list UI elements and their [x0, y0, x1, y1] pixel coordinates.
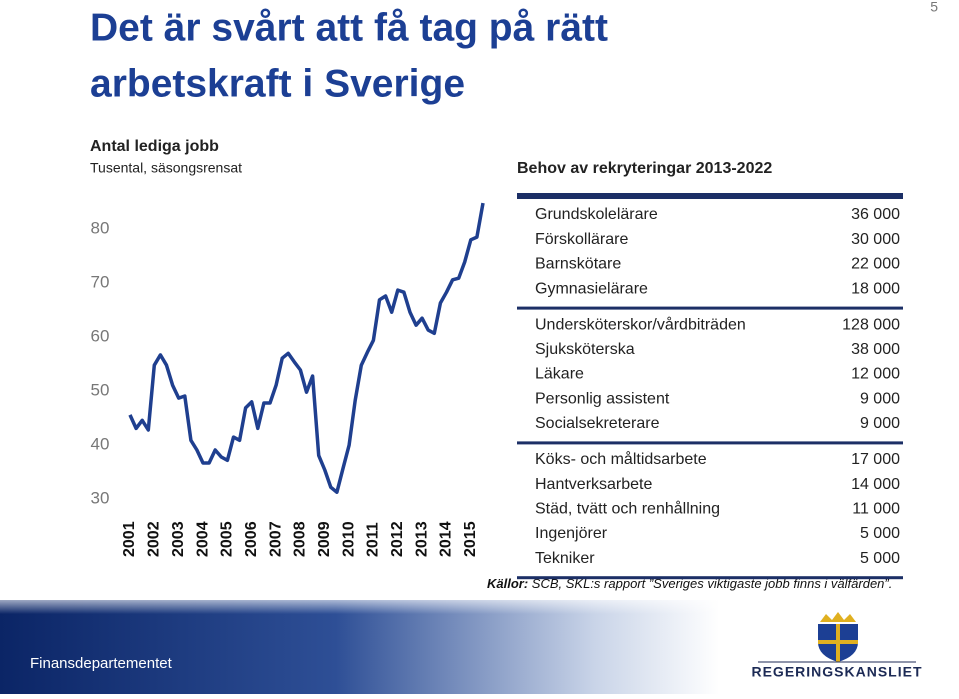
x-tick-label: 2005: [219, 521, 236, 557]
table-title: Behov av rekryteringar 2013-2022: [517, 160, 772, 177]
page-number: 5: [930, 0, 938, 15]
row-value: 5 000: [860, 550, 900, 567]
line: [128, 202, 485, 494]
chart-subtitle: Tusental, säsongsrensat: [90, 160, 242, 176]
row-name: Städ, tvätt och renhållning: [535, 500, 720, 518]
row-name: Undersköterskor/vårdbiträden: [535, 315, 746, 333]
x-tick-label: 2012: [389, 521, 406, 557]
row-name: Förskollärare: [535, 231, 628, 248]
x-tick-label: 2004: [194, 521, 211, 557]
y-tick-label: 70: [91, 273, 110, 292]
footer-fade: [0, 600, 959, 694]
row-name: Tekniker: [535, 550, 595, 567]
row-value: 17 000: [851, 451, 900, 468]
y-tick-label: 60: [91, 327, 110, 346]
y-tick-label: 80: [91, 219, 110, 238]
row-name: Grundskolelärare: [535, 206, 658, 223]
table-rule: [517, 576, 903, 580]
row-name: Gymnasielärare: [535, 280, 648, 297]
row-name: Personlig assistent: [535, 390, 670, 407]
logo-crest: [818, 612, 858, 662]
row-value: 30 000: [851, 231, 900, 248]
row-value: 11 000: [852, 501, 900, 518]
source-text: SCB, SKL:s rapport ”Sveriges viktigaste …: [532, 576, 893, 591]
y-tick-label: 40: [91, 435, 110, 454]
row-value: 18 000: [851, 280, 900, 297]
table-rule: [517, 193, 903, 199]
row-name: Köks- och måltidsarbete: [535, 450, 707, 468]
source: Källor: SCB, SKL:s rapport ”Sveriges vik…: [487, 576, 892, 591]
x-tick-label: 2014: [438, 521, 455, 557]
row-value: 38 000: [851, 341, 900, 358]
row-name: Barnskötare: [535, 256, 621, 273]
table-rule: [517, 441, 903, 445]
x-tick-label: 2007: [267, 521, 284, 557]
x-tick-label: 2009: [316, 521, 333, 557]
row-value: 9 000: [860, 415, 900, 432]
chart-title: Antal lediga jobb: [90, 138, 219, 155]
row-value: 128 000: [842, 316, 900, 333]
x-tick-label: 2010: [340, 521, 357, 557]
x-tick-label: 2008: [292, 521, 309, 557]
x-tick-label: 2002: [146, 521, 163, 557]
footer-department: Finansdepartementet: [30, 655, 173, 672]
row-value: 14 000: [851, 476, 900, 493]
row-value: 5 000: [860, 525, 900, 542]
y-tick-label: 50: [91, 381, 110, 400]
row-value: 36 000: [851, 206, 900, 223]
x-tick-label: 2013: [413, 521, 430, 557]
row-name: Hantverksarbete: [535, 476, 652, 493]
title-line: arbetskraft i Sverige: [90, 62, 465, 105]
row-value: 9 000: [860, 390, 900, 407]
title-line: Det är svårt att få tag på rätt: [90, 6, 608, 49]
row-name: Socialsekreterare: [535, 415, 660, 432]
row-name: Ingenjörer: [535, 525, 608, 542]
x-tick-label: 2003: [170, 521, 187, 557]
table-rule: [517, 306, 903, 310]
row-value: 22 000: [851, 256, 900, 273]
x-tick-label: 2001: [121, 521, 138, 557]
x-tick-label: 2015: [462, 521, 479, 557]
x-tick-label: 2011: [365, 522, 382, 557]
y-tick-label: 30: [91, 489, 110, 508]
row-value: 12 000: [851, 366, 900, 383]
footer-logo: REGERINGSKANSLIET: [751, 664, 922, 680]
source-label: Källor:: [487, 576, 528, 591]
row-name: Sjuksköterska: [535, 341, 635, 358]
row-name: Läkare: [535, 366, 584, 383]
x-tick-label: 2006: [243, 521, 260, 557]
